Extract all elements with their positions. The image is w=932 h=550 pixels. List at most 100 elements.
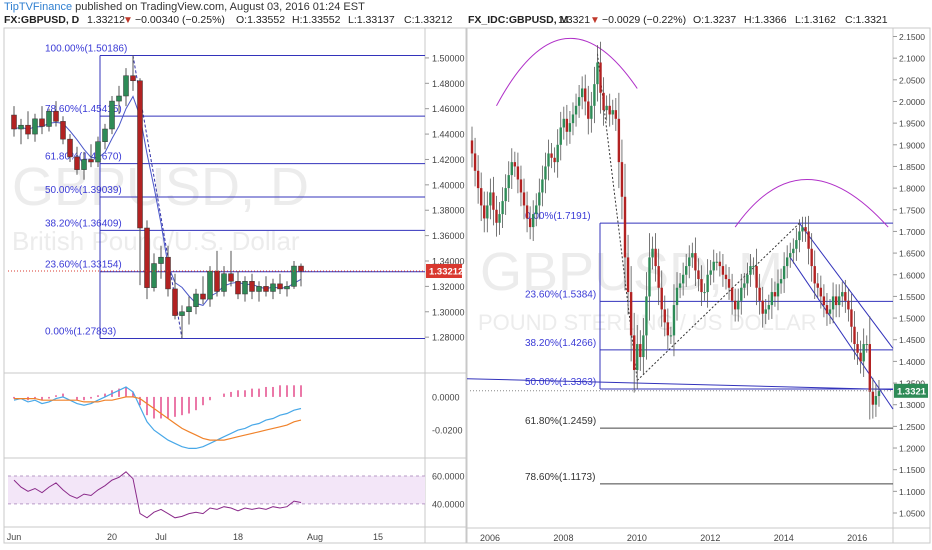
left-candle-body — [88, 159, 94, 163]
left-candle-body — [32, 118, 38, 135]
left-candle-body — [130, 75, 136, 82]
right-candle-body — [629, 292, 633, 336]
right-x-tick-label: 2016 — [847, 533, 867, 543]
left-fib-level-label: 0.00%(1.27893) — [45, 327, 116, 338]
right-candle-body — [516, 166, 520, 180]
right-candle-body — [666, 322, 670, 336]
right-candle-body — [841, 292, 844, 297]
left-fib-level-label: 23.60%(1.33154) — [45, 260, 122, 271]
right-y-tick-label: 1.7000 — [899, 227, 925, 237]
right-candle-body — [522, 192, 526, 206]
right-candle-body — [672, 305, 676, 336]
published-note: published on TradingView.com, August 03,… — [75, 1, 365, 13]
right-y-tick-label: 1.9500 — [899, 119, 925, 129]
right-candle-body — [749, 266, 752, 275]
left-candle-body — [249, 281, 255, 292]
right-low-value: L:1.3162 — [795, 14, 836, 26]
right-rounded-top-arc — [496, 37, 638, 107]
left-candle-body — [158, 256, 164, 264]
right-candle-body — [801, 227, 804, 232]
right-candle-body — [807, 231, 810, 249]
right-candle-body — [740, 287, 743, 301]
left-watermark-name: British Pound/U.S. Dollar — [12, 226, 300, 256]
left-chart: FX:GBPUSD, D 1.33212▼ −0.00340 (−0.25%) O:1… — [3, 14, 467, 544]
right-candle-body — [528, 218, 532, 228]
right-candle-body — [819, 287, 823, 297]
right-candle-body — [865, 344, 868, 346]
right-rounded-top-arc — [734, 179, 889, 228]
right-candle-body — [691, 253, 694, 258]
right-candle-body — [795, 240, 798, 249]
right-x-tick-label: 2010 — [627, 533, 647, 543]
right-candle-body — [828, 309, 832, 314]
left-candle-body — [179, 311, 185, 316]
right-x-tick-label: 2008 — [553, 533, 573, 543]
left-candle-body — [144, 227, 150, 288]
left-down-arrow-icon: ▼ — [123, 15, 133, 26]
right-open-value: O:1.3237 — [693, 14, 736, 26]
left-rsi-y-tick-label: 40.0000 — [432, 499, 465, 509]
left-candle-body — [270, 283, 276, 292]
right-candle-body — [623, 196, 627, 258]
right-candle-body — [614, 110, 618, 119]
right-y-tick-label: 1.6000 — [899, 270, 925, 280]
right-rising-dashed-line — [636, 222, 800, 381]
author-link[interactable]: TipTVFinance — [4, 1, 73, 13]
right-candle-body — [758, 287, 761, 301]
right-candle-body — [697, 270, 700, 280]
left-candle-body — [137, 80, 143, 229]
left-candle-body — [263, 286, 269, 292]
left-fib-level-label: 78.60%(1.45415) — [45, 104, 122, 115]
right-candle-body — [642, 335, 645, 358]
left-y-tick-label: 1.30000 — [432, 307, 465, 317]
left-low-value: L:1.33137 — [348, 14, 395, 26]
left-change-value: −0.00340 (−0.25%) — [135, 14, 225, 26]
right-candle-body — [770, 292, 774, 306]
left-fib-level-label: 38.20%(1.36409) — [45, 218, 122, 229]
right-candle-body — [626, 257, 630, 293]
right-candle-body — [519, 179, 523, 193]
left-candle-body — [60, 121, 66, 140]
right-candle-body — [532, 214, 535, 228]
right-candle-body — [550, 153, 553, 158]
right-candle-body — [470, 140, 474, 154]
left-candle-body — [46, 110, 52, 127]
right-y-tick-label: 1.2500 — [899, 422, 925, 432]
right-candle-body — [715, 261, 718, 263]
right-candle-body — [654, 248, 657, 267]
right-candle-body — [608, 105, 611, 115]
right-candle-body — [645, 296, 648, 336]
right-candle-body — [544, 166, 547, 180]
left-rsi-y-tick-label: 60.0000 — [432, 471, 465, 481]
left-close-value: C:1.33212 — [404, 14, 453, 26]
right-candle-body — [495, 209, 498, 223]
right-high-value: H:1.3366 — [744, 14, 787, 26]
right-candle-body — [648, 257, 651, 297]
right-candle-body — [694, 253, 697, 271]
right-y-tick-label: 1.3000 — [899, 400, 925, 410]
right-channel-upper-line — [799, 222, 894, 349]
right-y-tick-label: 1.1000 — [899, 487, 925, 497]
right-fib-level-label: 0.00%(1.7191) — [525, 211, 591, 222]
right-candle-body — [663, 309, 666, 323]
right-y-tick-label: 2.1000 — [899, 54, 925, 64]
left-x-tick-label: Jul — [155, 532, 167, 542]
right-candle-body — [660, 287, 663, 310]
right-candle-body — [559, 127, 562, 145]
right-candle-body — [568, 123, 572, 132]
right-candle-body — [773, 292, 777, 297]
right-candle-body — [510, 162, 513, 176]
right-candle-body — [746, 274, 749, 284]
right-candle-body — [804, 227, 807, 232]
left-rsi-band — [8, 475, 425, 504]
right-candle-body — [639, 344, 642, 358]
right-candle-body — [574, 105, 578, 115]
right-candle-body — [724, 274, 728, 280]
right-y-tick-label: 1.5500 — [899, 292, 925, 302]
right-candle-body — [761, 300, 764, 314]
left-x-tick-label: 20 — [107, 532, 117, 542]
left-candle-body — [277, 283, 283, 290]
left-candle-body — [102, 128, 108, 142]
right-candle-body — [810, 248, 813, 267]
left-candle-body — [214, 270, 220, 292]
